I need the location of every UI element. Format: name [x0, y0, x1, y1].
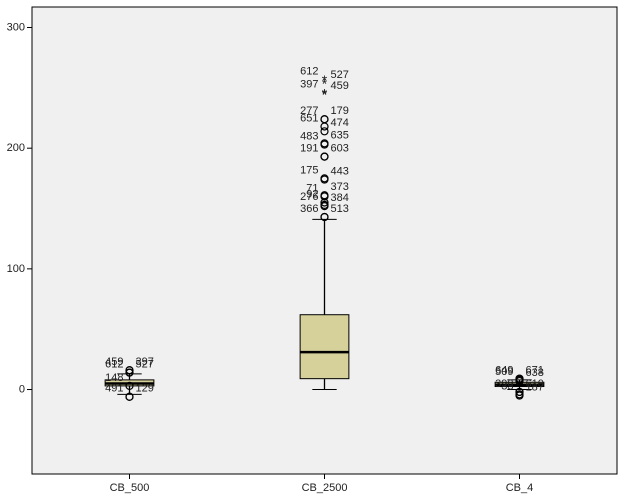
outlier-marker [515, 391, 524, 400]
outlier-marker [515, 387, 524, 397]
extreme-marker: * [322, 72, 328, 88]
outlier-label: 491 [105, 383, 123, 395]
outlier-marker [125, 366, 134, 375]
box [299, 314, 350, 380]
outlier-label: 92 [306, 188, 318, 200]
outlier-marker [320, 198, 329, 207]
outlier-marker [320, 139, 329, 148]
outlier-label: 191 [300, 143, 318, 155]
outlier-label: 179 [331, 105, 349, 117]
outlier-label: 443 [331, 165, 349, 177]
outlier-marker [320, 175, 329, 184]
outlier-marker [320, 122, 329, 131]
outlier-label: 129 [136, 383, 154, 395]
outlier-label: 509 [495, 366, 513, 378]
extreme-marker: * [322, 87, 328, 103]
x-tick-label: CB_4 [506, 482, 534, 494]
y-tick-label: 300 [7, 21, 25, 33]
outlier-marker [125, 368, 134, 377]
outlier-label: 384 [331, 192, 349, 204]
outlier-label: 649 [495, 365, 513, 377]
outlier-label: 390 [495, 378, 513, 390]
outlier-label: 459 [105, 356, 123, 368]
outlier-marker [125, 381, 134, 391]
outlier-label: 373 [331, 181, 349, 193]
outlier-label: 635 [331, 129, 349, 141]
outlier-marker [515, 376, 524, 386]
x-tick-label: CB_500 [110, 482, 150, 494]
outlier-label: 71 [306, 182, 318, 194]
x-tick-label: CB_2500 [302, 482, 348, 494]
y-tick-label: 0 [19, 383, 25, 395]
y-tick-label: 100 [7, 263, 25, 275]
extreme-marker: * [322, 76, 328, 92]
outlier-label: 527 [136, 359, 154, 371]
outlier-label: 603 [331, 143, 349, 155]
outlier-label: 612 [300, 65, 318, 77]
y-tick-label: 200 [7, 142, 25, 154]
outlier-label: 276 [300, 191, 318, 203]
outlier-label: 671 [526, 365, 544, 377]
outlier-label: 474 [331, 117, 349, 129]
outlier-label: 187 [526, 381, 544, 393]
outlier-label: 610 [526, 378, 544, 390]
outlier-label: 397 [300, 79, 318, 91]
outlier-label: 483 [300, 130, 318, 142]
outlier-marker [125, 392, 134, 401]
outlier-marker [320, 212, 329, 222]
outlier-marker [320, 202, 329, 211]
outlier-marker [320, 127, 329, 136]
outlier-label: 175 [300, 164, 318, 176]
extreme-marker: * [322, 85, 328, 101]
outlier-label: 397 [136, 356, 154, 368]
outlier-marker [320, 152, 329, 161]
outlier-label: 527 [331, 69, 349, 81]
outlier-label: 366 [300, 203, 318, 215]
outlier-label: 638 [526, 367, 544, 379]
outlier-label: 277 [300, 105, 318, 117]
outlier-label: 612 [105, 359, 123, 371]
outlier-label: 33 [501, 380, 513, 392]
outlier-label: 651 [300, 112, 318, 124]
outlier-label: 459 [331, 80, 349, 92]
outlier-label: 513 [331, 203, 349, 215]
outlier-label: 148 [105, 372, 123, 384]
